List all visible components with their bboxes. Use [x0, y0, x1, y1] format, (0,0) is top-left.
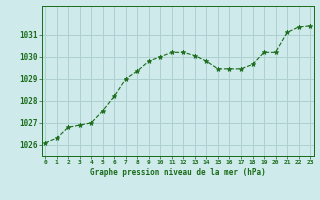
X-axis label: Graphe pression niveau de la mer (hPa): Graphe pression niveau de la mer (hPa)	[90, 168, 266, 177]
